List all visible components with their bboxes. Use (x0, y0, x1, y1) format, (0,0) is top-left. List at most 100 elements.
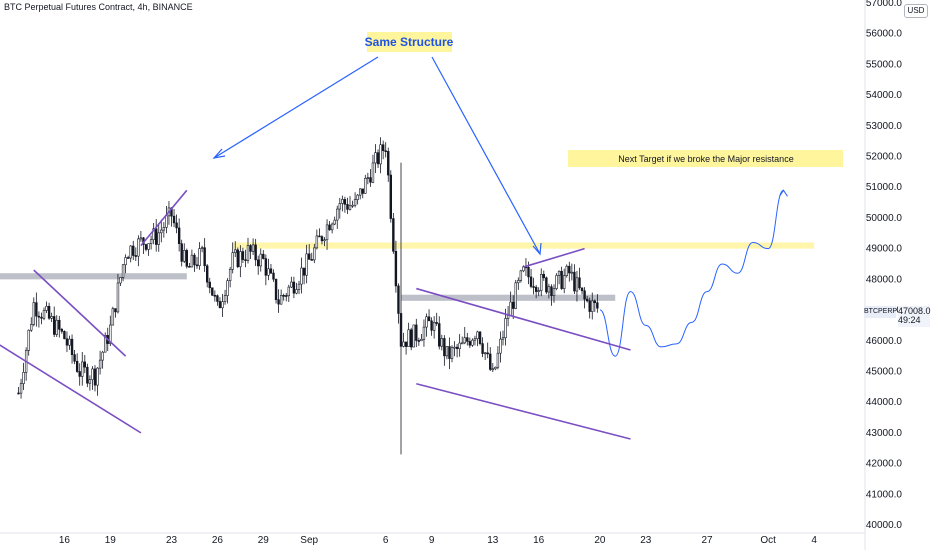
candle-body (565, 265, 568, 276)
candle-body (323, 239, 326, 242)
candle-body (101, 351, 104, 361)
candle-body (177, 227, 181, 245)
y-tick-label: 57000.0 (866, 0, 903, 9)
candle-body (37, 315, 41, 318)
arrow-right-head (532, 242, 542, 256)
candle-body (547, 286, 551, 293)
candle-body (188, 266, 191, 268)
currency-button[interactable]: USD (904, 4, 928, 18)
candle-body (86, 366, 89, 384)
candle-body (588, 300, 591, 312)
candle-body (226, 280, 229, 296)
x-axis-ticks: 16 19 23 26 29 Sep 6 9 13 16 20 23 27 Oct 4 (59, 535, 817, 546)
last-price-value: 47008.0 (898, 306, 931, 316)
candle-body (432, 322, 436, 331)
candle-body (157, 232, 160, 245)
structure-arrows (212, 56, 542, 256)
candle-body (203, 247, 206, 267)
candle-body (333, 219, 336, 225)
candle-body (213, 294, 217, 297)
candle-body (585, 298, 589, 302)
candle-body (542, 274, 546, 279)
candle-body (241, 251, 245, 260)
candle-body (537, 290, 540, 292)
next-target-label: Next Target if we broke the Major resist… (618, 154, 793, 164)
candle-body (320, 236, 324, 242)
candle-body (295, 289, 298, 294)
y-tick-label: 52000.0 (866, 152, 903, 163)
candle-body (481, 343, 484, 354)
candle-body (30, 324, 33, 331)
candle-body (234, 249, 237, 253)
rising-wedge-2 (523, 247, 585, 268)
candle-body (81, 361, 84, 377)
candle-body (371, 162, 375, 183)
candle-body (254, 244, 257, 261)
y-tick-label: 44000.0 (866, 397, 903, 408)
candle-body (596, 302, 599, 309)
candle-body (575, 277, 579, 292)
x-tick-label: 23 (640, 535, 652, 546)
candle-body (591, 300, 594, 312)
x-tick-label: 9 (429, 535, 435, 546)
candle-body (68, 338, 71, 346)
candle-body (422, 326, 426, 340)
candle-body (305, 253, 308, 276)
candle-body (455, 346, 459, 349)
candle-body (358, 188, 362, 196)
descending-channel-2-lower (416, 382, 631, 440)
y-tick-label: 51000.0 (866, 182, 903, 193)
candle-body (193, 254, 196, 266)
candle-body (486, 352, 489, 355)
candle-body (514, 282, 517, 309)
arrow-right-line (431, 56, 541, 255)
x-tick-label: 20 (594, 535, 606, 546)
candle-body (114, 308, 117, 313)
candle-body (483, 352, 487, 355)
candle-body (256, 259, 260, 267)
candle-body (63, 331, 66, 340)
candle-body (351, 204, 354, 207)
candle-body (40, 316, 43, 319)
y-tick-label: 53000.0 (866, 121, 903, 132)
x-tick-label: 19 (105, 535, 117, 546)
candle-body (583, 290, 586, 300)
candle-body (519, 270, 523, 281)
candle-body (211, 287, 214, 296)
projection-layer (599, 189, 788, 357)
candle-body (277, 299, 280, 305)
candle-body (50, 316, 53, 319)
candle-body (336, 208, 339, 221)
candle-body (190, 254, 194, 268)
candle-body (450, 347, 454, 359)
candle-body (162, 227, 166, 231)
candle-body (236, 249, 239, 268)
candle-body (341, 199, 344, 204)
candle-body (540, 274, 543, 291)
descending-channel-1-lower (0, 344, 142, 434)
candle-body (532, 286, 535, 288)
candle-body (356, 194, 359, 200)
candle-body (552, 288, 556, 296)
candle-body (152, 228, 155, 241)
y-tick-label: 42000.0 (866, 459, 903, 470)
candle-body (27, 329, 30, 351)
candle-body (366, 177, 370, 179)
same-structure-label: Same Structure (365, 35, 454, 49)
y-tick-label: 45000.0 (866, 366, 903, 377)
candle-body (509, 301, 512, 316)
candle-body (17, 392, 20, 395)
candle-body (527, 267, 530, 278)
candle-body (338, 203, 341, 210)
x-tick-label: 27 (701, 535, 713, 546)
candle-body (91, 368, 94, 380)
y-tick-label: 49000.0 (866, 244, 903, 255)
candle-body (384, 150, 387, 152)
candle-body (172, 215, 176, 224)
candle-body (580, 287, 584, 292)
candle-body (379, 144, 382, 165)
candle-body (228, 268, 232, 281)
candle-body (121, 264, 125, 278)
x-tick-label: 16 (533, 535, 545, 546)
